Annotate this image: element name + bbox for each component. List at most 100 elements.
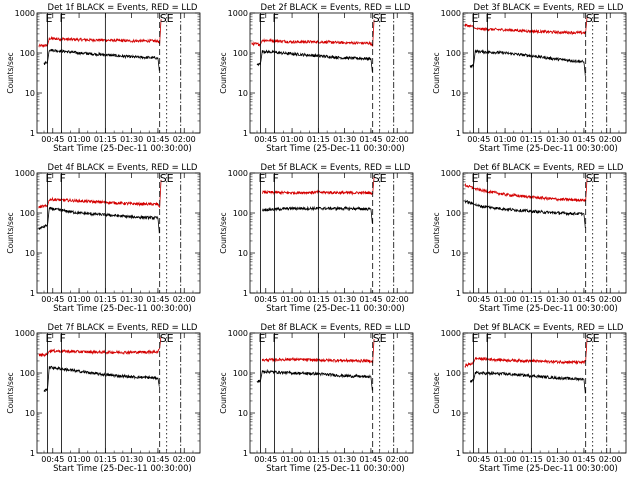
- panel-title: Det 5f BLACK = Events, RED = LLD: [261, 163, 411, 173]
- y-tick-label: 10: [238, 409, 248, 418]
- x-tick-label: 00:45: [467, 455, 490, 464]
- marker-label: F: [273, 332, 279, 345]
- x-tick-label: 01:00: [281, 295, 304, 304]
- x-tick-label: 02:00: [599, 135, 622, 144]
- x-tick-label: 00:45: [41, 135, 64, 144]
- y-tick-label: 1000: [441, 169, 461, 178]
- x-tick-label: 00:45: [41, 295, 64, 304]
- panel-title: Det 3f BLACK = Events, RED = LLD: [474, 3, 624, 13]
- y-tick-label: 100: [20, 209, 35, 218]
- y-tick-label: 1: [456, 449, 461, 458]
- panel-title: Det 7f BLACK = Events, RED = LLD: [48, 323, 198, 333]
- y-tick-label: 100: [446, 209, 461, 218]
- marker-label: E: [46, 332, 53, 345]
- y-tick-label: 10: [451, 249, 461, 258]
- x-tick-label: 01:15: [307, 455, 330, 464]
- y-tick-label: 10: [25, 409, 35, 418]
- x-tick-label: 01:15: [94, 455, 117, 464]
- marker-label: F: [60, 12, 66, 25]
- series-lld: [464, 338, 588, 368]
- plot-frame: [462, 332, 627, 454]
- panel-det-1: Det 1f BLACK = Events, RED = LLD 1 10 100 10…: [6, 3, 201, 154]
- x-tick-label: 00:45: [254, 455, 277, 464]
- y-tick-label: 1000: [15, 329, 35, 338]
- x-tick-label: 02:00: [173, 455, 196, 464]
- y-tick-label: 10: [451, 89, 461, 98]
- y-tick-label: 1: [30, 449, 35, 458]
- plot-frame: [249, 12, 414, 134]
- marker-label: E: [46, 172, 53, 185]
- marker-label: F: [486, 172, 492, 185]
- marker-label: E: [259, 172, 266, 185]
- x-tick-label: 00:45: [254, 135, 277, 144]
- corner-label: SE: [586, 172, 600, 185]
- y-axis-label: Counts/sec: [432, 212, 441, 253]
- corner-label: SE: [373, 172, 387, 185]
- y-tick-label: 10: [451, 409, 461, 418]
- plot-frame: [36, 332, 201, 454]
- y-axis-label: Counts/sec: [219, 212, 228, 253]
- series-events: [38, 206, 160, 234]
- series-events: [262, 205, 373, 224]
- corner-label: SE: [160, 172, 174, 185]
- y-tick-label: 1000: [441, 9, 461, 18]
- plot-frame: [36, 12, 201, 134]
- plot-frame: [249, 332, 414, 454]
- panel-title: Det 9f BLACK = Events, RED = LLD: [474, 323, 624, 333]
- plot-frame: [249, 172, 414, 294]
- panel-title: Det 4f BLACK = Events, RED = LLD: [48, 163, 198, 173]
- x-tick-label: 01:30: [120, 135, 143, 144]
- x-tick-label: 02:00: [386, 295, 409, 304]
- x-tick-label: 00:45: [467, 135, 490, 144]
- series-lld: [464, 16, 588, 36]
- y-axis-label: Counts/sec: [6, 52, 15, 93]
- marker-label: F: [60, 332, 66, 345]
- panel-det-7: Det 7f BLACK = Events, RED = LLD 1 10 100 10…: [6, 323, 201, 474]
- y-tick-label: 10: [25, 89, 35, 98]
- y-tick-label: 1: [456, 289, 461, 298]
- marker-label: E: [259, 12, 266, 25]
- y-tick-label: 1: [243, 449, 248, 458]
- series-lld: [38, 335, 162, 358]
- x-tick-label: 02:00: [386, 455, 409, 464]
- y-axis-label: Counts/sec: [432, 372, 441, 413]
- series-lld: [464, 178, 588, 203]
- y-tick-label: 1000: [15, 169, 35, 178]
- y-tick-label: 1: [456, 129, 461, 138]
- x-tick-label: 02:00: [173, 135, 196, 144]
- x-axis-label: Start Time (25-Dec-11 00:30:00): [266, 304, 405, 314]
- y-tick-label: 10: [238, 89, 248, 98]
- x-tick-label: 02:00: [173, 295, 196, 304]
- x-tick-label: 01:30: [546, 455, 569, 464]
- marker-label: F: [273, 12, 279, 25]
- corner-label: SE: [160, 332, 174, 345]
- plot-frame: [462, 12, 627, 134]
- x-axis-label: Start Time (25-Dec-11 00:30:00): [53, 144, 192, 154]
- plot-frame: [462, 172, 627, 294]
- x-tick-label: 00:45: [254, 295, 277, 304]
- series-events: [43, 48, 160, 71]
- series-events: [469, 48, 586, 76]
- marker-label: E: [259, 332, 266, 345]
- x-tick-label: 01:30: [333, 455, 356, 464]
- corner-label: SE: [373, 332, 387, 345]
- y-tick-label: 100: [446, 369, 461, 378]
- y-axis-label: Counts/sec: [219, 52, 228, 93]
- series-lld: [38, 179, 162, 209]
- y-tick-label: 100: [20, 49, 35, 58]
- panel-title: Det 1f BLACK = Events, RED = LLD: [48, 3, 198, 13]
- marker-label: E: [472, 332, 479, 345]
- panel-det-8: Det 8f BLACK = Events, RED = LLD 1 10 100 10…: [219, 323, 414, 474]
- panel-title: Det 6f BLACK = Events, RED = LLD: [474, 163, 624, 173]
- panel-title: Det 2f BLACK = Events, RED = LLD: [261, 3, 411, 13]
- x-tick-label: 02:00: [386, 135, 409, 144]
- x-tick-label: 01:30: [333, 295, 356, 304]
- x-tick-label: 01:15: [520, 455, 543, 464]
- y-tick-label: 100: [233, 49, 248, 58]
- plot-frame: [36, 172, 201, 294]
- y-axis-label: Counts/sec: [432, 52, 441, 93]
- x-tick-label: 01:00: [281, 455, 304, 464]
- marker-label: F: [273, 172, 279, 185]
